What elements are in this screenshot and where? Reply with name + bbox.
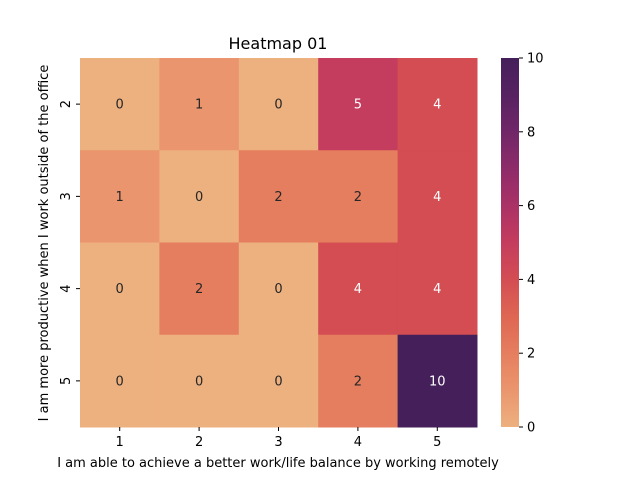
cell-value-label: 2 [274,190,282,205]
chart-title: Heatmap 01 [229,34,328,53]
x-tick-label: 5 [433,435,441,450]
cell-value-label: 0 [195,374,203,389]
cell-value-label: 1 [116,190,124,205]
heatmap-cell [318,150,399,243]
colorbar-tick-label: 2 [527,347,535,362]
heatmap-cell [159,334,240,428]
colorbar-tick-label: 6 [527,199,535,214]
heatmap-cell [80,334,160,428]
cell-value-label: 2 [354,190,362,205]
cell-value-label: 4 [433,98,441,113]
heatmap-cell [159,150,240,243]
heatmap-cell [318,242,399,336]
cell-value-label: 0 [116,374,124,389]
x-tick-label: 1 [116,435,124,450]
cell-value-label: 4 [433,190,441,205]
heatmap-cell [238,242,319,336]
heatmap-cell [80,58,160,151]
heatmap-cell [397,242,478,336]
heatmap-cell [238,334,319,428]
x-tick-label: 4 [354,435,362,450]
heatmap-cell [318,334,399,428]
y-tick-label: 4 [59,284,74,292]
heatmap-cells: 0 1 0 5 41 0 2 2 40 2 0 4 40 0 0 2 10 [80,58,478,428]
cell-value-label: 5 [354,98,362,113]
colorbar-tick-label: 8 [527,125,535,140]
cell-value-label: 2 [195,282,203,297]
cell-value-label: 2 [354,374,362,389]
heatmap-cell [397,334,478,428]
heatmap-cell [159,242,240,336]
x-tick-label: 3 [274,435,282,450]
cell-value-label: 10 [429,374,446,389]
cell-value-label: 0 [274,98,282,113]
heatmap-cell [318,58,399,151]
cell-value-label: 0 [116,98,124,113]
heatmap-cell [238,150,319,243]
heatmap-cell [397,150,478,243]
y-axis-ticks: 2 3 4 5 [59,100,80,385]
heatmap-cell [159,58,240,151]
cell-value-label: 4 [354,282,362,297]
colorbar-tick-label: 0 [527,421,535,436]
heatmap-cell [238,58,319,151]
colorbar-tick-label: 10 [527,52,544,67]
heatmap-cell [80,242,160,336]
colorbar-gradient [501,58,519,427]
x-axis-ticks: 1 2 3 4 5 [116,427,441,450]
cell-value-label: 0 [274,374,282,389]
x-axis-label: I am able to achieve a better work/life … [57,456,499,471]
colorbar: 0 2 4 6 8 10 [501,52,544,436]
cell-value-label: 4 [433,282,441,297]
heatmap-cell [397,58,478,151]
heatmap-cell [80,150,160,243]
y-axis-label: I am more productive when I work outside… [37,65,52,422]
cell-value-label: 1 [195,98,203,113]
cell-value-label: 0 [116,282,124,297]
y-tick-label: 3 [59,192,74,200]
cell-value-label: 0 [274,282,282,297]
y-tick-label: 5 [59,377,74,385]
colorbar-tick-label: 4 [527,273,535,288]
y-tick-label: 2 [59,100,74,108]
x-tick-label: 2 [195,435,203,450]
cell-value-label: 0 [195,190,203,205]
